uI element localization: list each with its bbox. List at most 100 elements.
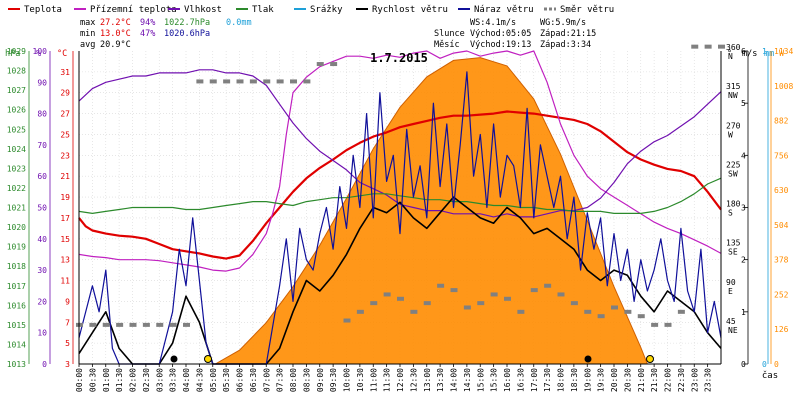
wind-direction-point (356, 309, 364, 314)
wind-direction-point (718, 44, 725, 49)
wind-direction-point (704, 44, 712, 49)
wind-direction-point (517, 309, 525, 314)
sunrise-marker-icon (204, 355, 212, 363)
x-tick-label: 22:30 (677, 368, 686, 392)
temp-tick-label: 11 (60, 277, 70, 286)
x-tick-label: 05:00 (209, 368, 218, 392)
x-tick-label: 19:30 (597, 368, 606, 392)
temp-tick-label: 25 (60, 130, 70, 139)
x-tick-label: 03:00 (155, 368, 164, 392)
wind-direction-point (129, 322, 137, 327)
pct-tick-label: 10 (37, 329, 47, 338)
axis-unit-hpa: hPa (5, 49, 20, 59)
stats-min-press: 1020.6hPa (164, 29, 210, 39)
x-tick-label: 14:30 (463, 368, 472, 392)
x-tick-label: 07:00 (262, 368, 271, 392)
temp-tick-label: 15 (60, 235, 70, 244)
w-tick-label: 756 (774, 151, 789, 160)
axis-unit-mm: mm (764, 49, 774, 59)
temp-tick-label: 19 (60, 193, 70, 202)
stats-max-temp: 27.2°C (100, 18, 131, 28)
stats-min-hum: 47% (140, 29, 155, 39)
mm-tick-label: 0 (762, 360, 767, 369)
hpa-tick-label: 1019 (7, 243, 26, 252)
hpa-tick-label: 1013 (7, 360, 26, 369)
dir-tick-compass: NW (728, 91, 738, 100)
hpa-tick-label: 1020 (7, 223, 26, 232)
x-tick-label: 15:30 (490, 368, 499, 392)
x-tick-label: 22:00 (664, 368, 673, 392)
temp-tick-label: 21 (60, 172, 70, 181)
wind-direction-point (504, 296, 511, 301)
wind-direction-point (437, 283, 445, 288)
ms-tick-label: 0 (741, 360, 746, 369)
legend-label-prizemni: Přízemní teplota (90, 5, 177, 15)
dir-tick-label: 180 (726, 200, 741, 209)
dir-tick-label: 90 (726, 278, 736, 287)
wind-direction-point (156, 322, 164, 327)
x-tick-label: 12:00 (396, 368, 405, 392)
hpa-tick-label: 1018 (7, 262, 26, 271)
moon-set: Západ:3:34 (540, 40, 591, 50)
w-tick-label: 378 (774, 256, 789, 265)
wind-direction-point (290, 79, 297, 84)
wind-direction-point (490, 292, 498, 297)
wind-direction-point (570, 301, 578, 306)
x-tick-label: 13:30 (436, 368, 445, 392)
wind-direction-point (343, 318, 351, 323)
moonrise-marker-icon (584, 355, 592, 363)
hpa-tick-label: 1025 (7, 125, 26, 134)
wind-direction-point (597, 314, 605, 319)
dir-tick-label: 360 (726, 43, 741, 52)
chart-date-title: 1.7.2015 (370, 51, 428, 65)
x-tick-label: 07:30 (276, 368, 285, 392)
dir-tick-label: 225 (726, 160, 741, 169)
wind-direction-point (410, 309, 418, 314)
legend-item-tlak: Tlak (236, 5, 274, 15)
legend-item-srazky: Srážky (294, 5, 343, 15)
moon-label: Měsíc (434, 40, 460, 50)
wind-direction-point (530, 288, 538, 293)
temp-tick-label: 13 (60, 256, 70, 265)
x-tick-label: 04:30 (195, 368, 204, 392)
x-tick-label: 00:00 (75, 368, 84, 392)
x-tick-label: 19:00 (583, 368, 592, 392)
wind-direction-point (169, 322, 177, 327)
wind-direction-point (450, 288, 458, 293)
wind-direction-point (584, 309, 592, 314)
dir-tick-compass: SE (728, 248, 738, 257)
wind-direction-point (637, 314, 645, 319)
stats-max-label: max (80, 18, 95, 28)
x-tick-label: 06:30 (249, 368, 258, 392)
wind-direction-point (651, 322, 659, 327)
astro-block: WS:4.1m/s WG:5.9m/s Slunce Východ:05:05 … (434, 18, 596, 50)
mm-tick-label: 1 (762, 47, 767, 56)
axis-unit-w: W (779, 49, 785, 59)
x-tick-label: 10:30 (356, 368, 365, 392)
legend-label-smer: Směr větru (560, 5, 614, 15)
x-tick-label: 20:00 (610, 368, 619, 392)
stats-avg-temp: 20.9°C (100, 40, 131, 50)
legend-label-rychlost: Rychlost větru (372, 5, 448, 15)
stats-min-temp: 13.0°C (100, 29, 131, 39)
series-line-rychlost (78, 196, 722, 365)
x-tick-label: 02:30 (142, 368, 151, 392)
x-tick-label: 17:30 (543, 368, 552, 392)
x-tick-label: 16:00 (503, 368, 512, 392)
wind-wg-value: WG:5.9m/s (540, 18, 586, 28)
x-tick-label: 18:00 (557, 368, 566, 392)
legend-item-prizemni: Přízemní teplota (74, 5, 177, 15)
axis-unit-c: °C (57, 49, 67, 59)
pct-tick-label: 40 (37, 235, 47, 244)
dir-tick-compass: N (728, 52, 733, 61)
wind-direction-point (624, 309, 632, 314)
stats-block: max 27.2°C 94% 1022.7hPa 0.0mm min 13.0°… (80, 18, 252, 50)
series-line-naraz (78, 71, 722, 365)
ms-tick-label: 6 (741, 47, 746, 56)
x-tick-label: 04:00 (182, 368, 191, 392)
x-tick-label: 00:30 (88, 368, 97, 392)
axis-unit-pct: % (36, 49, 41, 59)
wind-direction-point (116, 322, 124, 327)
wind-direction-point (263, 79, 271, 84)
x-tick-label: 09:00 (316, 368, 325, 392)
